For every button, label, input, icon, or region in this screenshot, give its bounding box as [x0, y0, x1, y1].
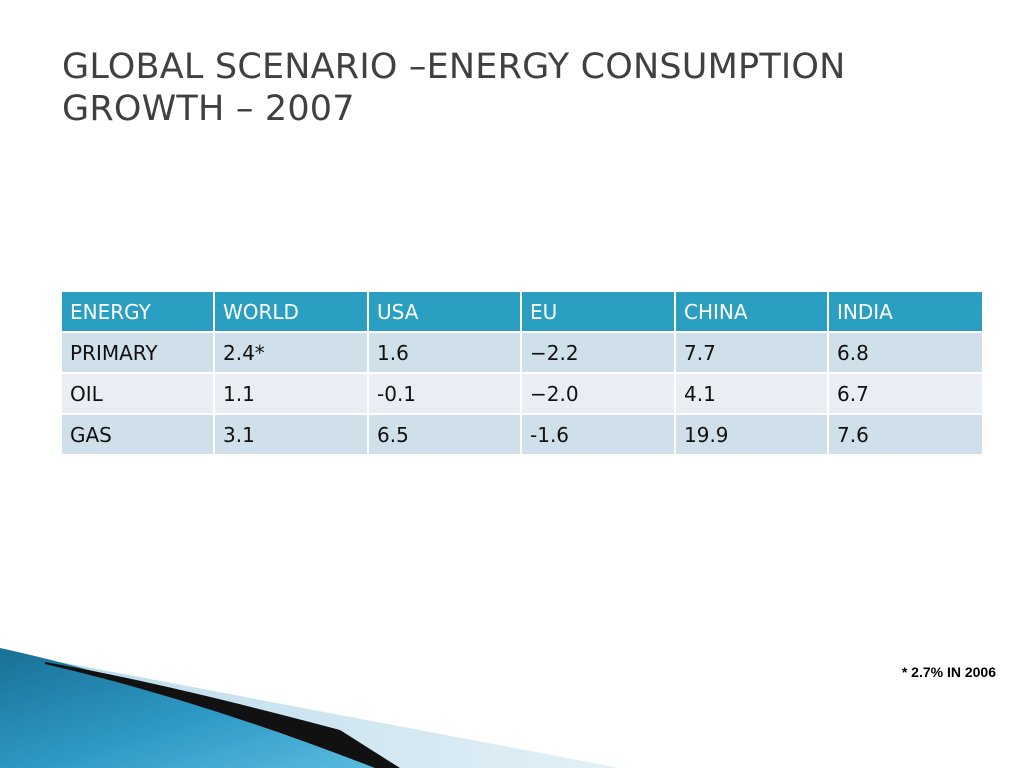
table-header-row: ENERGY WORLD USA EU CHINA INDIA — [60, 290, 984, 333]
slide-title: GLOBAL SCENARIO –ENERGY CONSUMPTION GROW… — [62, 46, 962, 130]
table-row: GAS 3.1 6.5 -1.6 19.9 7.6 — [60, 413, 984, 456]
table-cell: 1.1 — [213, 372, 369, 415]
footnote: * 2.7% IN 2006 — [901, 664, 996, 680]
energy-growth-table: ENERGY WORLD USA EU CHINA INDIA PRIMARY … — [60, 290, 984, 456]
table-cell: GAS — [60, 413, 215, 456]
table-cell: OIL — [60, 372, 215, 415]
header-china: CHINA — [674, 290, 829, 333]
table-cell: 6.5 — [367, 413, 522, 456]
header-world: WORLD — [213, 290, 369, 333]
black-stripe-shape — [45, 662, 400, 768]
table-cell: 1.6 — [367, 331, 522, 374]
table-cell: -0.1 — [367, 372, 522, 415]
table-row: PRIMARY 2.4* 1.6 −2.2 7.7 6.8 — [60, 331, 984, 374]
table-cell: PRIMARY — [60, 331, 215, 374]
table-cell: 7.7 — [674, 331, 829, 374]
table-cell: 3.1 — [213, 413, 369, 456]
table-cell: 7.6 — [827, 413, 984, 456]
table-cell: 19.9 — [674, 413, 829, 456]
header-eu: EU — [520, 290, 676, 333]
header-india: INDIA — [827, 290, 984, 333]
table-cell: 6.7 — [827, 372, 984, 415]
table-cell: 4.1 — [674, 372, 829, 415]
header-usa: USA — [367, 290, 522, 333]
table-cell: 6.8 — [827, 331, 984, 374]
table-cell: -1.6 — [520, 413, 676, 456]
table-cell: −2.0 — [520, 372, 676, 415]
slide-title-line-2: GROWTH – 2007 — [62, 89, 355, 129]
table-cell: 2.4* — [213, 331, 369, 374]
decorative-wave-graphic — [0, 648, 620, 768]
slide-title-line-1: GLOBAL SCENARIO –ENERGY CONSUMPTION — [62, 47, 846, 87]
header-energy: ENERGY — [60, 290, 215, 333]
table-cell: −2.2 — [520, 331, 676, 374]
table-row: OIL 1.1 -0.1 −2.0 4.1 6.7 — [60, 372, 984, 415]
pale-swoosh-shape — [60, 662, 620, 768]
teal-wedge-shape — [0, 648, 380, 768]
